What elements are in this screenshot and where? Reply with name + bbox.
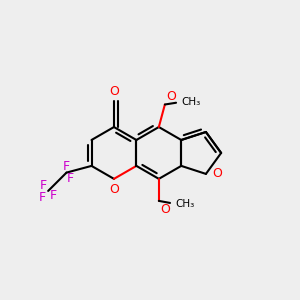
Text: F: F	[50, 190, 57, 202]
Text: O: O	[160, 202, 170, 216]
Text: F: F	[40, 179, 47, 192]
Text: CH₃: CH₃	[181, 97, 200, 107]
Text: O: O	[212, 167, 222, 180]
Text: CH₃: CH₃	[175, 199, 194, 209]
Text: F: F	[66, 172, 74, 185]
Text: O: O	[109, 183, 119, 196]
Text: O: O	[109, 85, 119, 98]
Text: F: F	[63, 160, 70, 173]
Text: F: F	[39, 191, 46, 204]
Text: O: O	[166, 90, 176, 103]
